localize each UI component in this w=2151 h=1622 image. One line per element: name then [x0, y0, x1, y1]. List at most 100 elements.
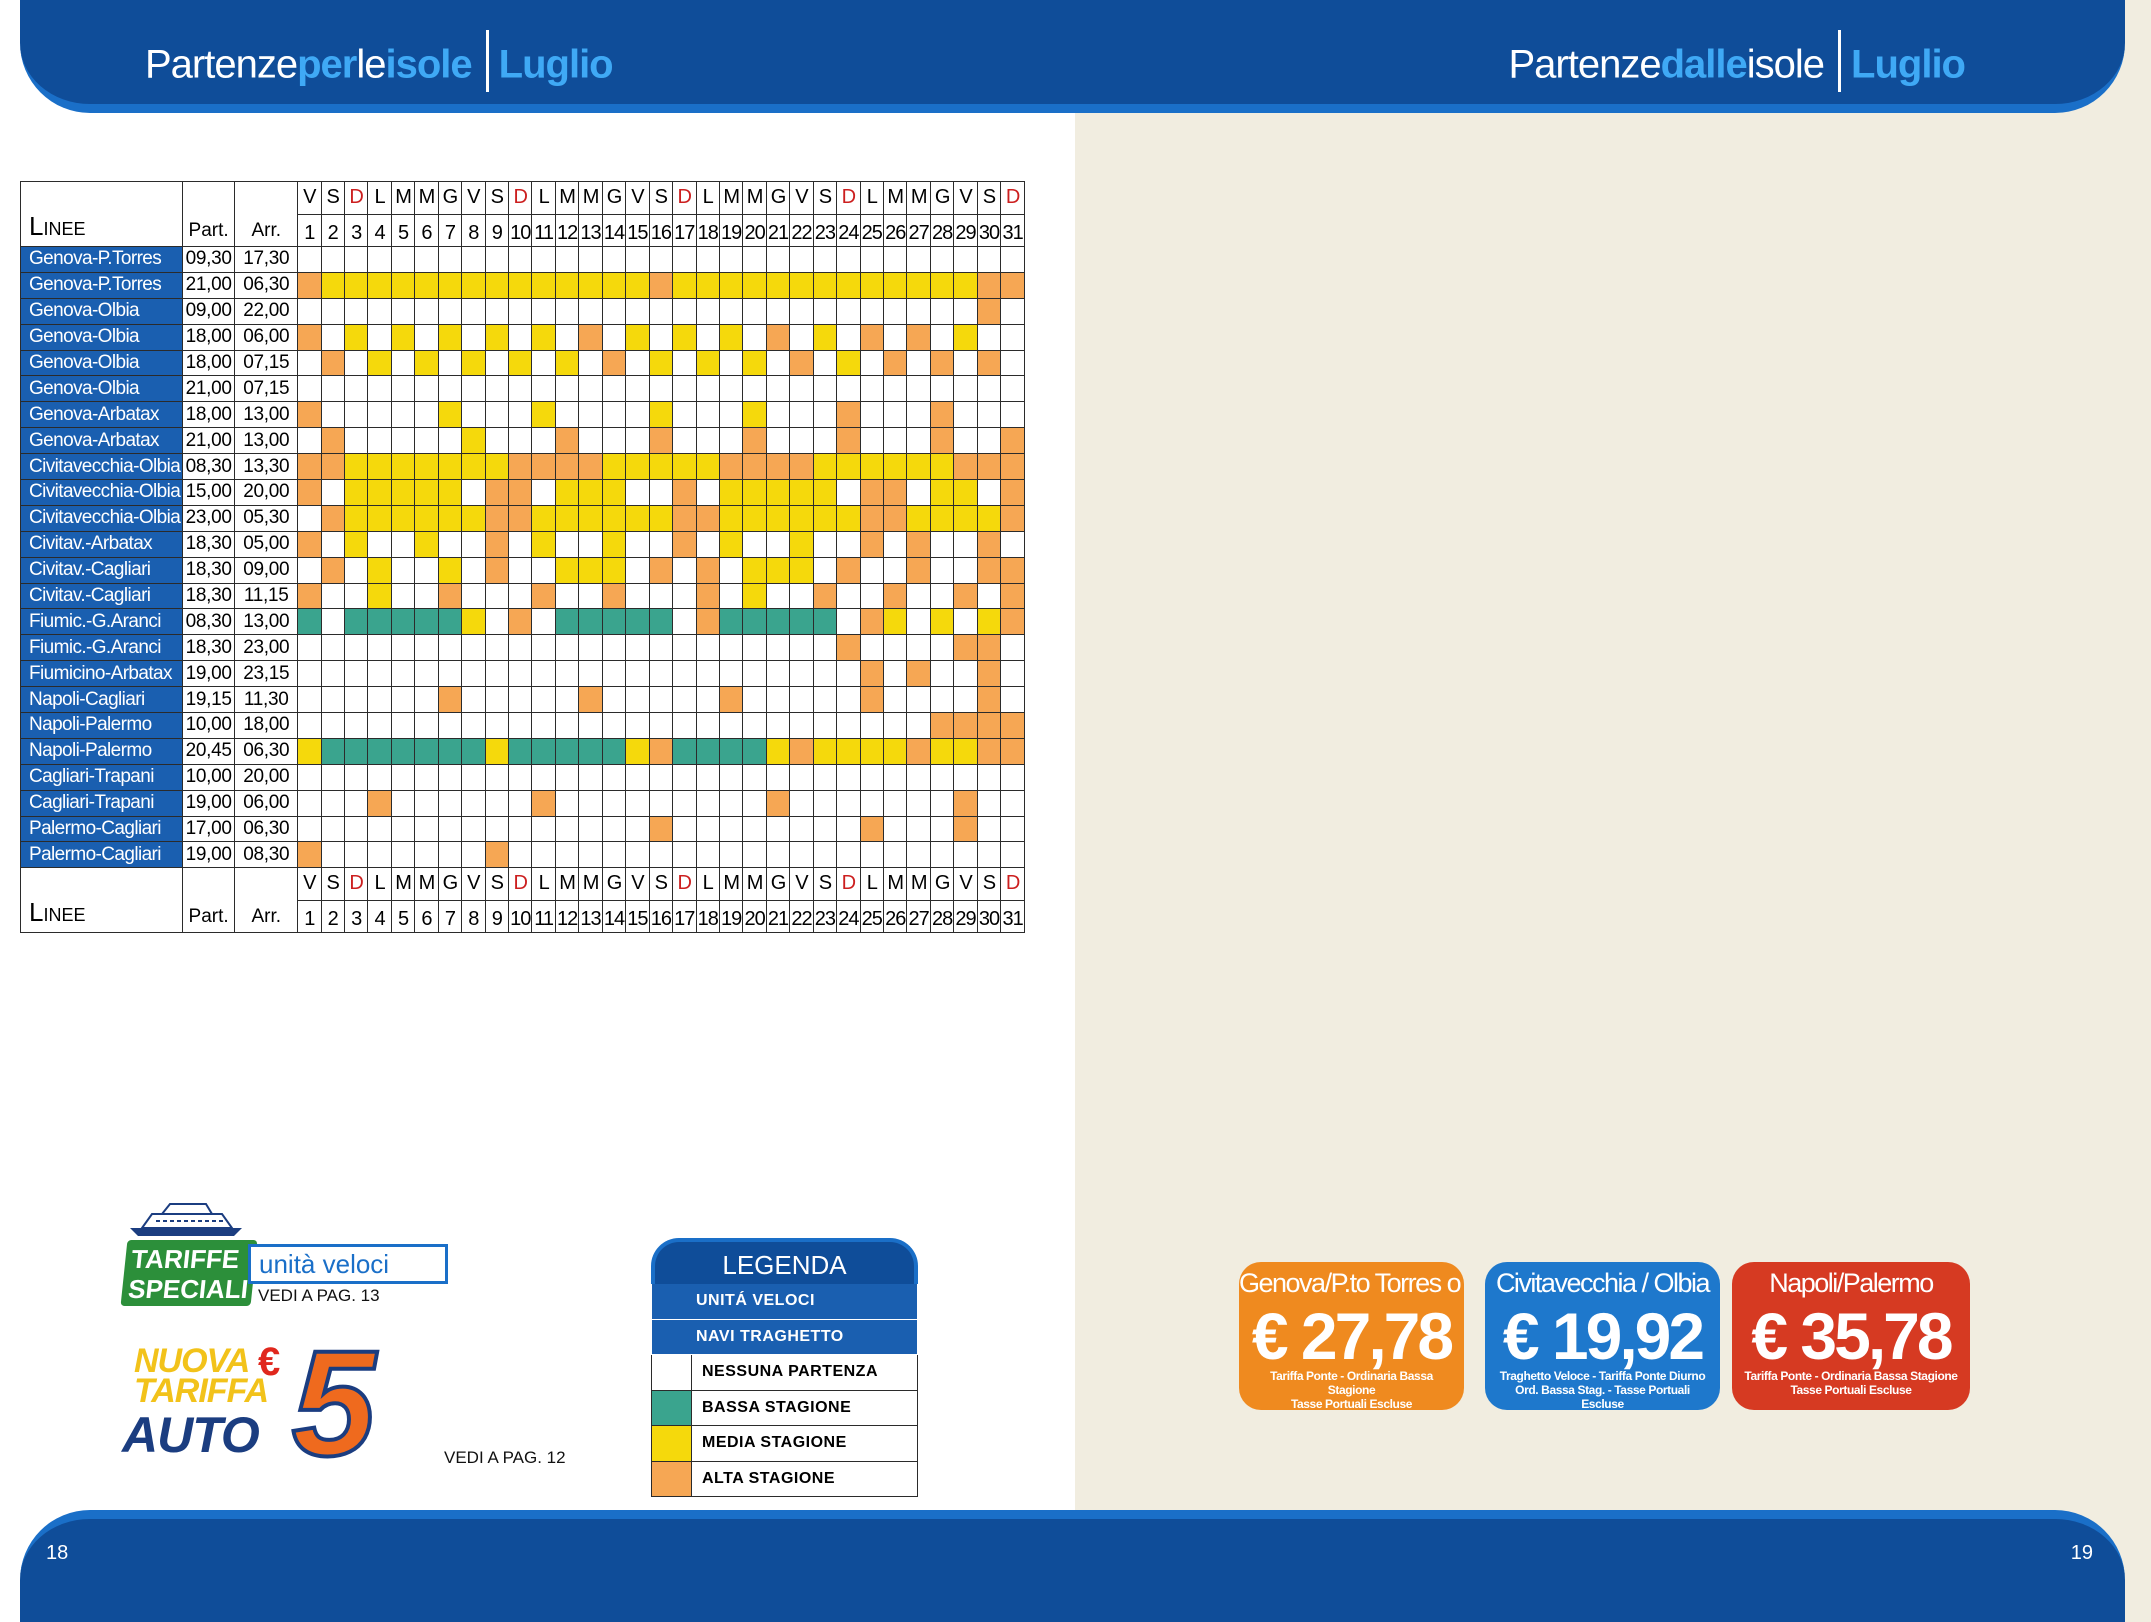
- day-cell: [648, 608, 674, 636]
- day-cell: [882, 323, 908, 351]
- day-cell: [390, 815, 416, 843]
- day-cell: [1000, 453, 1025, 481]
- day-cell: [461, 453, 486, 481]
- departure-time: 08,30: [181, 608, 236, 636]
- day-number: 13: [578, 214, 603, 247]
- day-cell: [742, 323, 767, 351]
- day-cell: [320, 686, 345, 714]
- day-cell: [859, 737, 885, 765]
- day-number: 17: [672, 900, 697, 934]
- day-cell: [625, 660, 650, 688]
- day-cell: [437, 246, 463, 273]
- day-cell: [601, 297, 627, 325]
- day-cell: [953, 427, 978, 455]
- day-cell: [343, 246, 369, 273]
- route-name: Genova-Olbia: [20, 297, 183, 325]
- day-number: 26: [882, 214, 908, 247]
- day-cell: [625, 297, 650, 325]
- day-cell: [297, 246, 322, 273]
- day-number: 10: [507, 900, 533, 934]
- legend-item: NAVI TRAGHETTO: [651, 1319, 918, 1355]
- day-cell: [976, 815, 1002, 843]
- day-cell: [554, 660, 580, 688]
- day-cell: [390, 582, 416, 610]
- day-number: 3: [343, 900, 369, 934]
- day-cell: [437, 789, 463, 817]
- day-cell: [414, 582, 439, 610]
- day-number: 31: [1000, 900, 1025, 934]
- weekday-letter: V: [461, 867, 486, 902]
- day-cell: [742, 271, 767, 299]
- day-cell: [718, 556, 744, 584]
- day-cell: [929, 375, 955, 403]
- day-cell: [1000, 556, 1025, 584]
- day-cell: [836, 686, 861, 714]
- day-cell: [507, 815, 533, 843]
- day-cell: [718, 582, 744, 610]
- day-cell: [601, 246, 627, 273]
- day-cell: [906, 763, 931, 791]
- day-cell: [367, 686, 392, 714]
- departure-time: 17,00: [181, 815, 236, 843]
- day-cell: [297, 737, 322, 765]
- day-cell: [507, 271, 533, 299]
- day-cell: [929, 323, 955, 351]
- day-cell: [836, 401, 861, 429]
- day-cell: [695, 660, 720, 688]
- weekday-letter: M: [578, 181, 603, 215]
- day-cell: [1000, 712, 1025, 739]
- day-number: 11: [531, 214, 556, 247]
- day-cell: [1000, 323, 1025, 351]
- day-cell: [554, 297, 580, 325]
- day-cell: [648, 789, 674, 817]
- day-cell: [297, 349, 322, 377]
- day-cell: [859, 323, 885, 351]
- weekday-letter: M: [742, 867, 767, 902]
- day-cell: [601, 479, 627, 506]
- day-number: 7: [437, 214, 463, 247]
- weekday-letter: M: [718, 181, 744, 215]
- day-cell: [929, 271, 955, 299]
- day-cell: [836, 246, 861, 273]
- weekday-letter: D: [507, 181, 533, 215]
- day-cell: [414, 530, 439, 558]
- day-cell: [554, 608, 580, 636]
- tariffe-speciali-badge: TARIFFE SPECIALI: [120, 1240, 258, 1306]
- weekday-letter: D: [672, 181, 697, 215]
- day-cell: [297, 375, 322, 403]
- day-cell: [859, 815, 885, 843]
- day-cell: [859, 427, 885, 455]
- arrival-time: 20,00: [234, 763, 299, 791]
- day-cell: [531, 427, 556, 455]
- day-cell: [1000, 375, 1025, 403]
- day-cell: [554, 712, 580, 739]
- day-cell: [812, 453, 838, 481]
- day-number: 15: [625, 214, 650, 247]
- day-cell: [929, 686, 955, 714]
- day-cell: [343, 427, 369, 455]
- day-cell: [625, 271, 650, 299]
- day-cell: [414, 375, 439, 403]
- day-number: 25: [859, 214, 885, 247]
- route-row: Fiumicino-Arbatax 19,00 23,15: [20, 660, 1025, 688]
- day-cell: [953, 608, 978, 636]
- arrival-time: 06,00: [234, 323, 299, 351]
- day-cell: [976, 401, 1002, 429]
- day-cell: [929, 737, 955, 765]
- day-cell: [648, 763, 674, 791]
- day-number: 2: [320, 214, 345, 247]
- day-cell: [554, 375, 580, 403]
- day-cell: [601, 712, 627, 739]
- day-cell: [367, 789, 392, 817]
- day-cell: [929, 815, 955, 843]
- weekday-letter: M: [390, 867, 416, 902]
- day-cell: [789, 479, 814, 506]
- weekday-letter: L: [367, 181, 392, 215]
- day-cell: [343, 530, 369, 558]
- day-cell: [367, 712, 392, 739]
- day-cell: [484, 323, 510, 351]
- day-cell: [625, 556, 650, 584]
- departure-time: 15,00: [181, 479, 236, 506]
- day-cell: [718, 686, 744, 714]
- day-cell: [484, 375, 510, 403]
